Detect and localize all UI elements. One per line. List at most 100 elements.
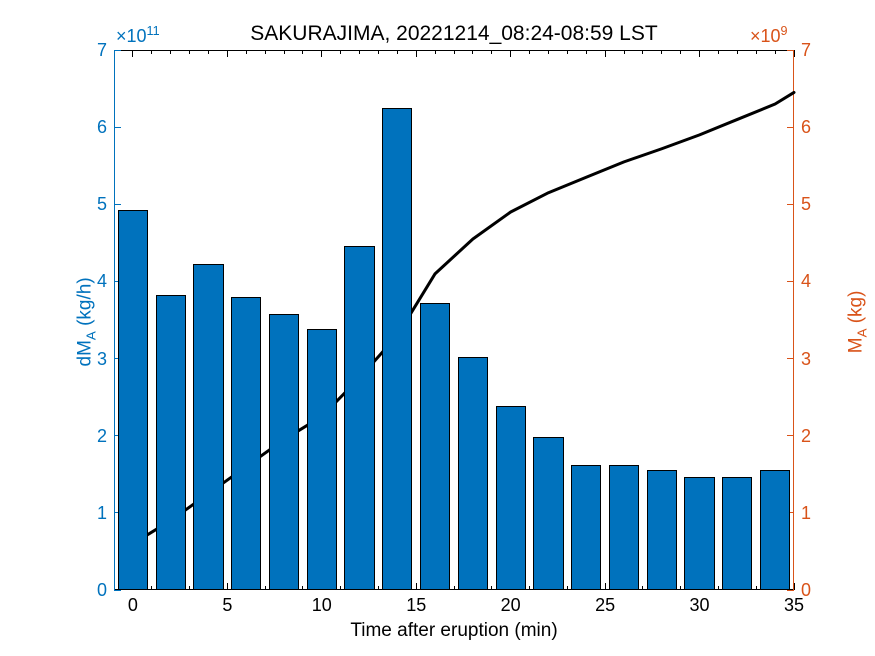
bar (382, 108, 412, 590)
x-minor-tick (302, 586, 303, 590)
x-tick-label: 0 (118, 595, 148, 616)
y1-tick-label: 7 (97, 40, 107, 61)
x-minor-tick-top (284, 50, 285, 54)
x-minor-tick-top (624, 50, 625, 54)
x-tick-label: 30 (685, 595, 715, 616)
x-minor-tick-top (472, 50, 473, 54)
x-minor-tick-top (435, 50, 436, 54)
x-tick-top (794, 50, 795, 57)
y2-tick (787, 435, 794, 436)
x-minor-tick-top (189, 50, 190, 54)
y1-tick-label: 3 (97, 349, 107, 370)
x-minor-tick (151, 586, 152, 590)
bar (344, 246, 374, 590)
bar (496, 406, 526, 590)
x-minor-tick-top (661, 50, 662, 54)
x-minor-tick-top (775, 50, 776, 54)
y1-tick (114, 50, 121, 51)
x-tick-label: 25 (590, 595, 620, 616)
y1-tick-label: 6 (97, 117, 107, 138)
x-minor-tick-top (208, 50, 209, 54)
x-minor-tick-top (548, 50, 549, 54)
x-minor-tick-top (737, 50, 738, 54)
y1-tick (114, 127, 121, 128)
x-minor-tick (265, 586, 266, 590)
y2-tick (787, 204, 794, 205)
x-minor-tick (642, 586, 643, 590)
bar (684, 477, 714, 590)
x-tick-top (605, 50, 606, 57)
x-minor-tick-top (265, 50, 266, 54)
x-minor-tick-top (302, 50, 303, 54)
x-minor-tick (718, 586, 719, 590)
x-tick-top (699, 50, 700, 57)
x-tick-label: 15 (401, 595, 431, 616)
y2-tick-label: 7 (801, 40, 811, 61)
x-minor-tick (529, 586, 530, 590)
x-minor-tick-top (246, 50, 247, 54)
x-tick-label: 5 (212, 595, 242, 616)
x-minor-tick-top (718, 50, 719, 54)
x-minor-tick-top (378, 50, 379, 54)
y2-tick (787, 358, 794, 359)
bar (156, 295, 186, 590)
x-minor-tick-top (586, 50, 587, 54)
x-tick (416, 583, 417, 590)
x-minor-tick-top (454, 50, 455, 54)
x-minor-tick-top (170, 50, 171, 54)
x-tick-label: 20 (496, 595, 526, 616)
x-minor-tick-top (756, 50, 757, 54)
x-minor-tick (491, 586, 492, 590)
x-tick-top (227, 50, 228, 57)
y2-tick-label: 6 (801, 117, 811, 138)
bar (269, 314, 299, 590)
x-minor-tick (567, 586, 568, 590)
x-minor-tick (189, 586, 190, 590)
y2-tick (787, 127, 794, 128)
x-tick-label: 10 (307, 595, 337, 616)
y1-tick-label: 4 (97, 271, 107, 292)
y1-tick-label: 2 (97, 426, 107, 447)
x-tick-top (416, 50, 417, 57)
bar (571, 465, 601, 590)
bar (231, 297, 261, 590)
y2-tick-label: 3 (801, 349, 811, 370)
x-tick-top (510, 50, 511, 57)
x-minor-tick-top (491, 50, 492, 54)
x-tick (227, 583, 228, 590)
bar (118, 210, 148, 590)
x-tick-label: 35 (779, 595, 809, 616)
x-minor-tick (454, 586, 455, 590)
x-minor-tick-top (359, 50, 360, 54)
y1-tick (114, 204, 121, 205)
x-minor-tick-top (642, 50, 643, 54)
x-minor-tick (756, 586, 757, 590)
x-tick (794, 583, 795, 590)
y2-tick-label: 1 (801, 503, 811, 524)
bar (647, 470, 677, 590)
y1-tick-label: 1 (97, 503, 107, 524)
y2-tick (787, 281, 794, 282)
x-tick-top (132, 50, 133, 57)
x-minor-tick-top (340, 50, 341, 54)
y1-tick-label: 0 (97, 580, 107, 601)
x-minor-tick-top (680, 50, 681, 54)
bar (193, 264, 223, 590)
bar (458, 357, 488, 590)
y1-tick-label: 5 (97, 194, 107, 215)
bar (760, 470, 790, 590)
x-minor-tick (378, 586, 379, 590)
x-minor-tick-top (397, 50, 398, 54)
x-minor-tick (340, 586, 341, 590)
chart-container: SAKURAJIMA, 20221214_08:24-08:59 LST ×10… (0, 0, 875, 656)
y2-tick-label: 4 (801, 271, 811, 292)
bar (420, 303, 450, 590)
x-minor-tick-top (151, 50, 152, 54)
x-minor-tick-top (567, 50, 568, 54)
bar (307, 329, 337, 590)
x-minor-tick-top (529, 50, 530, 54)
x-tick-top (321, 50, 322, 57)
x-minor-tick (680, 586, 681, 590)
bar (722, 477, 752, 590)
y2-tick-label: 5 (801, 194, 811, 215)
